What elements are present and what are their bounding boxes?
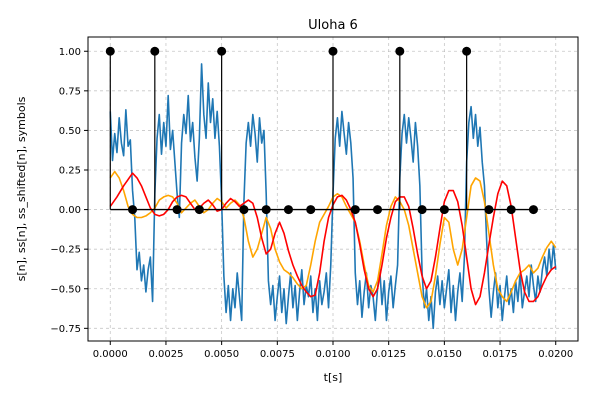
x-tick-label: 0.0175 [483, 349, 518, 360]
symbol-marker [528, 205, 538, 215]
symbol-marker [283, 205, 293, 215]
y-tick-label: 0.25 [59, 166, 81, 177]
y-axis-label: s[n], ss[n], ss_shifted[n], symbols [15, 96, 28, 281]
x-tick-label: 0.0075 [260, 349, 295, 360]
x-tick-label: 0.0025 [148, 349, 183, 360]
series-line-ss_shifted [109, 172, 557, 306]
y-tick-label: −0.75 [50, 324, 81, 335]
symbol-marker [373, 205, 383, 215]
symbol-stems [105, 46, 538, 215]
symbol-marker [172, 205, 182, 215]
symbol-marker [484, 205, 494, 215]
y-tick-label: −0.50 [50, 284, 81, 295]
y-tick-label: 0.50 [59, 126, 81, 137]
symbol-marker [328, 46, 338, 56]
x-tick-label: 0.0150 [427, 349, 462, 360]
symbol-marker [128, 205, 138, 215]
symbol-marker [150, 46, 160, 56]
symbol-marker [239, 205, 249, 215]
y-tick-label: 0.00 [59, 205, 81, 216]
symbol-marker [417, 205, 427, 215]
y-axis-ticks: −0.75 −0.50 −0.25 0.00 0.25 0.50 0.75 1.00 [50, 47, 88, 335]
symbol-marker [395, 46, 405, 56]
symbol-marker [439, 205, 449, 215]
symbol-marker [261, 205, 271, 215]
symbol-marker [506, 205, 516, 215]
x-tick-label: 0.0125 [371, 349, 406, 360]
symbol-marker [306, 205, 316, 215]
symbol-marker [217, 46, 227, 56]
y-tick-label: 0.75 [59, 86, 81, 97]
x-tick-label: 0.0000 [93, 349, 128, 360]
symbol-marker [194, 205, 204, 215]
x-tick-label: 0.0100 [316, 349, 351, 360]
x-tick-label: 0.0050 [204, 349, 239, 360]
x-axis-ticks: 0.0000 0.0025 0.0050 0.0075 0.0100 0.0125 0.01… [93, 341, 573, 360]
x-axis-label: t[s] [324, 371, 343, 384]
symbol-marker [105, 46, 115, 56]
chart-title: Uloha 6 [308, 18, 358, 33]
y-tick-label: −0.25 [50, 245, 81, 256]
x-tick-label: 0.0200 [538, 349, 573, 360]
symbol-marker [350, 205, 360, 215]
symbol-marker [462, 46, 472, 56]
y-tick-label: 1.00 [59, 47, 81, 58]
